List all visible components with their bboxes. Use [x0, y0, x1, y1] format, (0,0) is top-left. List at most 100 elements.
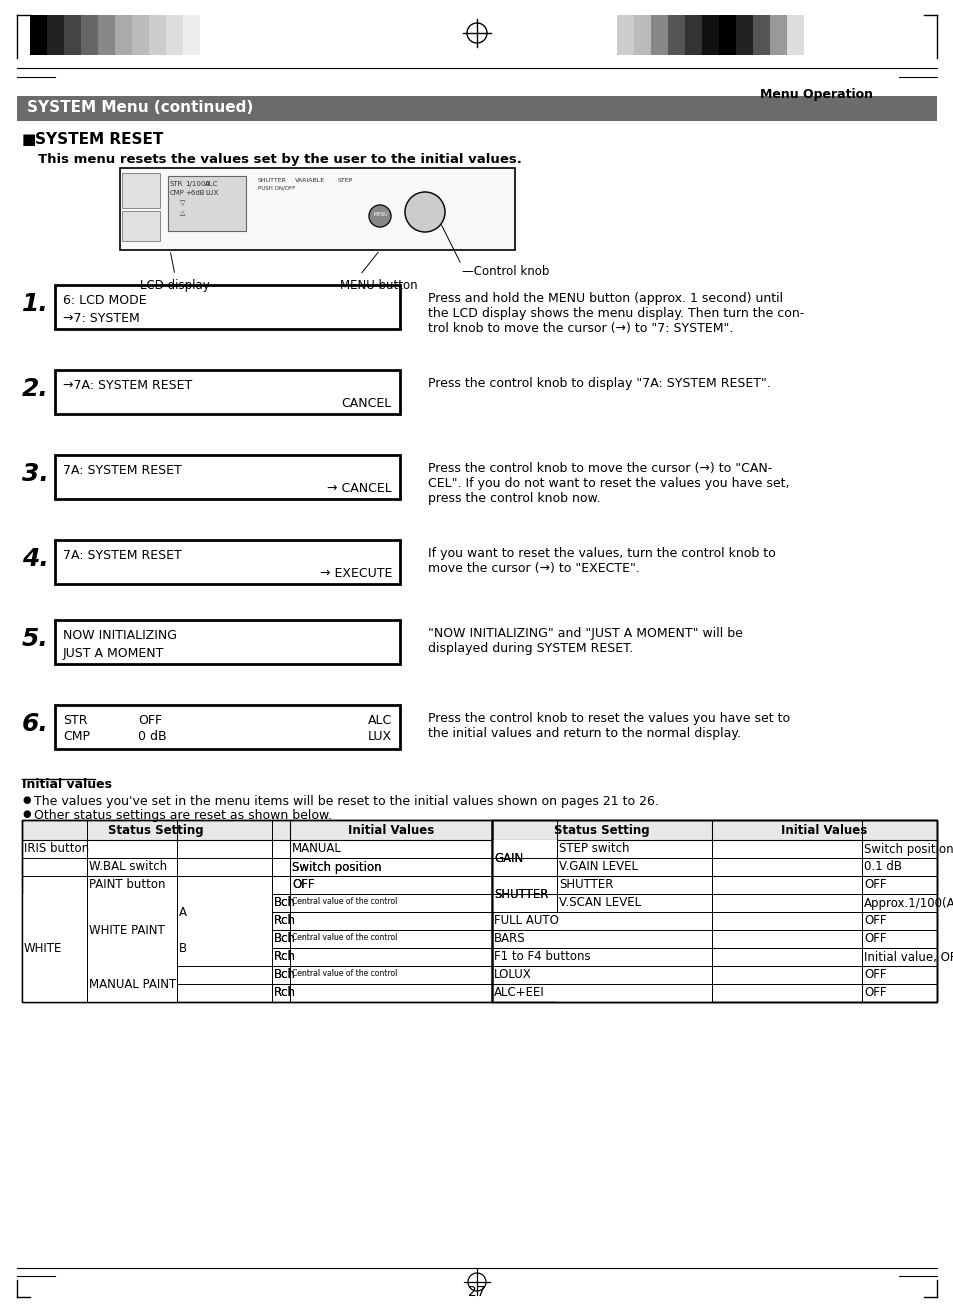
- Text: STEP switch: STEP switch: [558, 843, 629, 856]
- Bar: [122, 211, 160, 242]
- Text: Central value of the control: Central value of the control: [292, 934, 397, 941]
- Text: Press the control knob to move the cursor (→) to "CAN-
CEL". If you do not want : Press the control knob to move the curso…: [428, 462, 789, 506]
- Text: Approx.1/100(AU),1/120(DE): Approx.1/100(AU),1/120(DE): [863, 897, 953, 910]
- Text: 1.: 1.: [22, 291, 49, 316]
- Text: 1/1000: 1/1000: [185, 181, 210, 186]
- Bar: [177, 930, 272, 966]
- Text: NOW INITIALIZING: NOW INITIALIZING: [63, 629, 177, 642]
- Text: ALC: ALC: [205, 181, 218, 186]
- Text: STR: STR: [170, 181, 183, 186]
- Text: Initial Values: Initial Values: [781, 825, 866, 836]
- Text: ●: ●: [22, 809, 30, 819]
- Text: Other status settings are reset as shown below.: Other status settings are reset as shown…: [34, 809, 332, 822]
- Bar: [492, 821, 936, 840]
- Bar: [132, 14, 149, 55]
- Text: 3.: 3.: [22, 462, 49, 486]
- Bar: [701, 14, 719, 55]
- Bar: [22, 821, 492, 1002]
- Text: The values you've set in the menu items will be reset to the initial values show: The values you've set in the menu items …: [34, 794, 659, 807]
- Bar: [87, 966, 177, 1002]
- Text: MANUAL: MANUAL: [292, 843, 341, 856]
- Text: +6dB: +6dB: [185, 190, 204, 196]
- Text: ■: ■: [22, 133, 36, 147]
- Text: SHUTTER: SHUTTER: [558, 878, 613, 892]
- Text: Bch: Bch: [274, 932, 295, 945]
- Text: FULL AUTO: FULL AUTO: [494, 914, 558, 927]
- Text: Switch position: Switch position: [863, 843, 953, 856]
- Text: V.GAIN LEVEL: V.GAIN LEVEL: [558, 860, 638, 873]
- Text: Rch: Rch: [274, 914, 295, 927]
- Text: →7A: SYSTEM RESET: →7A: SYSTEM RESET: [63, 379, 193, 393]
- Text: OFF: OFF: [863, 932, 885, 945]
- Text: IRIS button: IRIS button: [24, 843, 89, 856]
- Text: SHUTTER: SHUTTER: [257, 179, 287, 183]
- Text: MENU: MENU: [374, 211, 388, 217]
- Text: PUSH ON/OFF: PUSH ON/OFF: [257, 186, 295, 190]
- Text: B: B: [179, 941, 187, 955]
- Bar: [149, 14, 166, 55]
- Text: OFF: OFF: [863, 878, 885, 892]
- Bar: [719, 14, 735, 55]
- Bar: [557, 983, 711, 1002]
- Text: Central value of the control: Central value of the control: [292, 897, 397, 906]
- Text: Switch position: Switch position: [292, 860, 381, 873]
- Text: PAINT button: PAINT button: [89, 878, 165, 892]
- Bar: [55, 456, 399, 499]
- Bar: [752, 14, 769, 55]
- Text: → CANCEL: → CANCEL: [327, 482, 392, 495]
- Circle shape: [369, 205, 391, 227]
- Bar: [55, 620, 399, 664]
- Bar: [22, 821, 492, 840]
- Text: Rch: Rch: [274, 986, 295, 999]
- Text: JUST A MOMENT: JUST A MOMENT: [63, 647, 164, 660]
- Bar: [557, 966, 711, 983]
- Text: W.BAL switch: W.BAL switch: [89, 860, 167, 873]
- Bar: [667, 14, 684, 55]
- Text: LUX: LUX: [205, 190, 218, 196]
- Text: Status Setting: Status Setting: [108, 825, 204, 836]
- Bar: [183, 14, 200, 55]
- Text: ▽: ▽: [180, 200, 185, 206]
- Text: If you want to reset the values, turn the control knob to
move the cursor (→) to: If you want to reset the values, turn th…: [428, 548, 775, 575]
- Text: 5.: 5.: [22, 628, 49, 651]
- Text: STR: STR: [63, 714, 88, 727]
- Text: WHITE: WHITE: [24, 941, 62, 955]
- Text: Menu Operation: Menu Operation: [760, 88, 872, 101]
- Text: 7A: SYSTEM RESET: 7A: SYSTEM RESET: [63, 463, 182, 477]
- Text: Central value of the control: Central value of the control: [292, 897, 397, 906]
- Text: "NOW INITIALIZING" and "JUST A MOMENT" will be
displayed during SYSTEM RESET.: "NOW INITIALIZING" and "JUST A MOMENT" w…: [428, 628, 742, 655]
- Text: 4.: 4.: [22, 548, 49, 571]
- Bar: [115, 14, 132, 55]
- Text: OFF: OFF: [863, 986, 885, 999]
- Text: Press the control knob to display "7A: SYSTEM RESET".: Press the control knob to display "7A: S…: [428, 377, 770, 390]
- Bar: [492, 821, 936, 1002]
- Text: Initial values: Initial values: [22, 779, 112, 790]
- Circle shape: [405, 192, 444, 232]
- Bar: [735, 14, 752, 55]
- Bar: [492, 840, 557, 876]
- Text: MENU button: MENU button: [339, 278, 417, 291]
- Bar: [55, 705, 399, 748]
- Text: OFF: OFF: [863, 914, 885, 927]
- Text: Initial Values: Initial Values: [348, 825, 434, 836]
- Text: —Control knob: —Control knob: [461, 265, 549, 278]
- Text: MANUAL PAINT: MANUAL PAINT: [89, 977, 176, 990]
- Text: Status Setting: Status Setting: [554, 825, 649, 836]
- Text: OFF: OFF: [292, 878, 314, 892]
- Bar: [55, 370, 399, 414]
- Text: Bch: Bch: [274, 969, 295, 982]
- Text: Rch: Rch: [274, 951, 295, 964]
- Text: V.SCAN LEVEL: V.SCAN LEVEL: [558, 897, 640, 910]
- Text: VARIABLE: VARIABLE: [294, 179, 325, 183]
- Text: A: A: [179, 906, 187, 919]
- Text: 6: LCD MODE: 6: LCD MODE: [63, 294, 147, 307]
- Text: Rch: Rch: [274, 914, 295, 927]
- Text: Switch position: Switch position: [292, 860, 381, 873]
- Text: Central value of the control: Central value of the control: [292, 969, 397, 978]
- Bar: [769, 14, 786, 55]
- Text: WHITE PAINT: WHITE PAINT: [89, 923, 165, 936]
- Text: Press the control knob to reset the values you have set to
the initial values an: Press the control knob to reset the valu…: [428, 712, 789, 741]
- Text: BARS: BARS: [494, 932, 525, 945]
- Bar: [55, 285, 399, 330]
- Text: OFF: OFF: [138, 714, 162, 727]
